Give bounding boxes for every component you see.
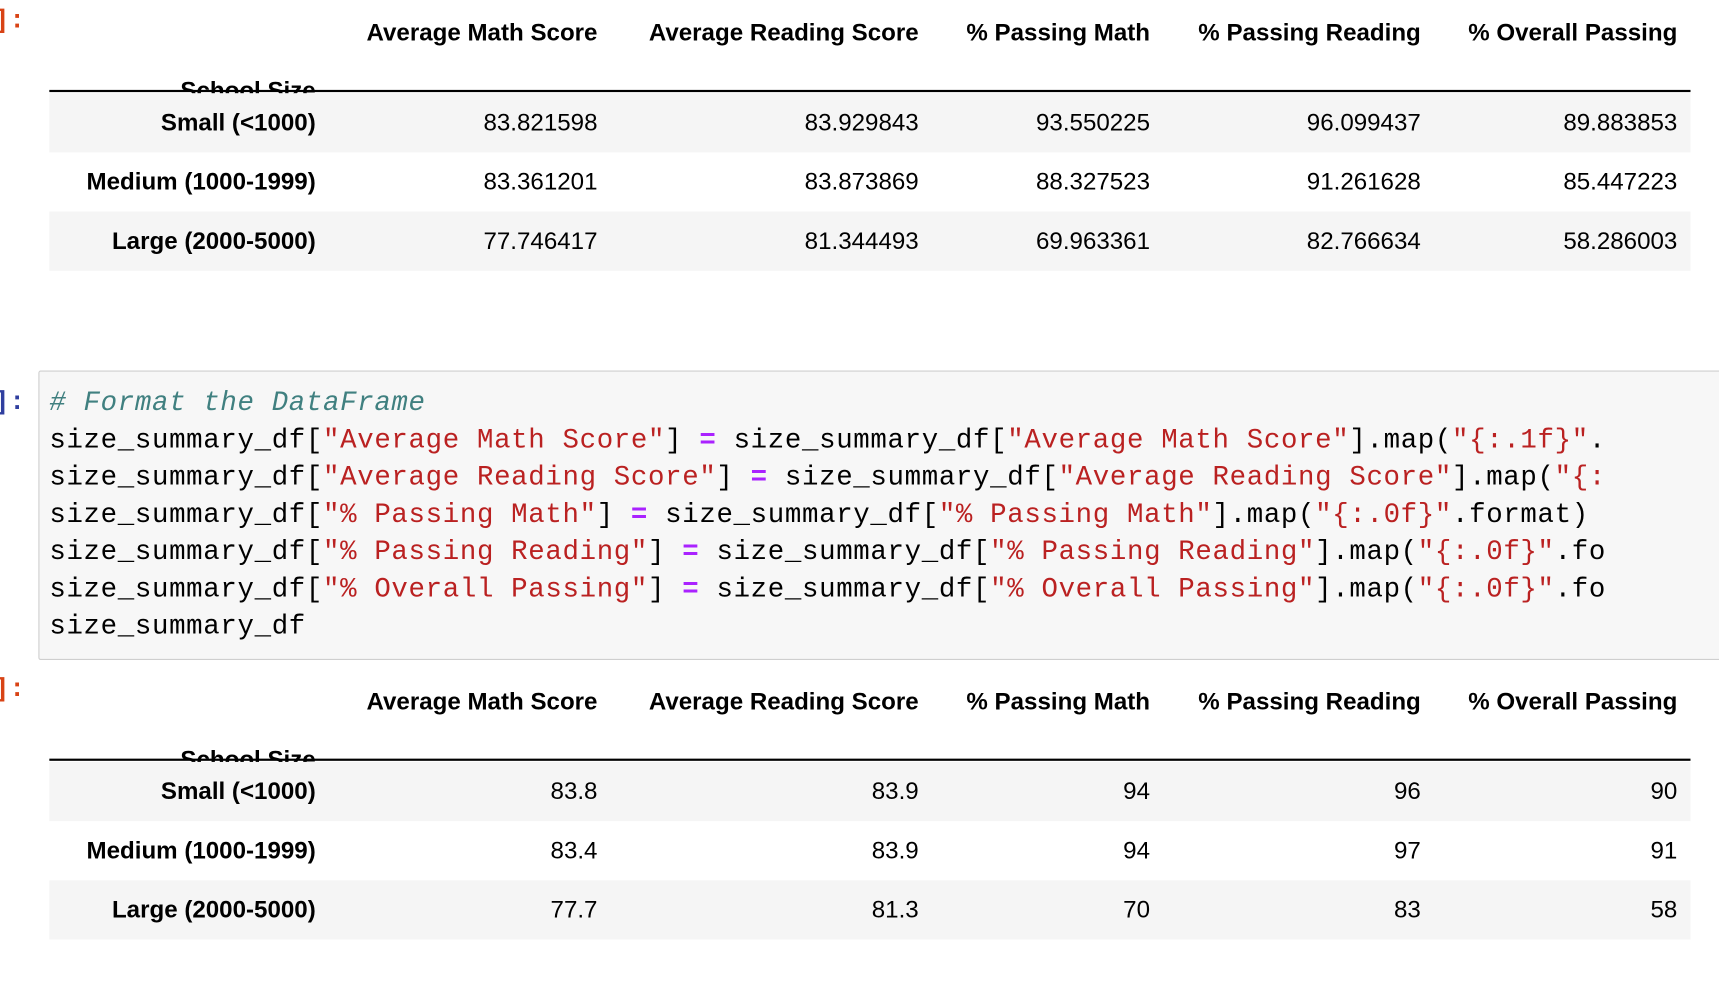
row-label: Medium (1000-1999)	[86, 836, 316, 864]
cell: 89.883853	[1563, 108, 1678, 136]
code-line: size_summary_df["Average Math Score"] = …	[49, 424, 1606, 457]
row-label: Medium (1000-1999)	[86, 167, 316, 196]
cell-prompt: ]:	[0, 6, 26, 37]
column-header: Average Reading Score	[648, 18, 919, 47]
cell: 96.099437	[1306, 108, 1421, 136]
cell: 83	[1393, 895, 1421, 924]
cell: 82.766634	[1306, 226, 1421, 255]
row-label: Small (<1000)	[160, 108, 316, 136]
column-header: % Passing Reading	[1198, 18, 1421, 47]
cell: 83.9	[871, 836, 919, 864]
code-line: size_summary_df["% Passing Math"] = size…	[49, 498, 1589, 531]
cell: 91	[1650, 836, 1678, 864]
column-header: % Passing Reading	[1198, 687, 1421, 715]
code-line: # Format the DataFrame	[49, 386, 426, 419]
row-background	[49, 211, 1691, 271]
column-header: Average Math Score	[366, 18, 598, 47]
column-header: % Passing Math	[966, 18, 1151, 47]
code-line: size_summary_df	[49, 610, 306, 643]
column-header: Average Math Score	[366, 687, 598, 715]
cell: 83.873869	[804, 167, 919, 196]
code-line: size_summary_df["% Passing Reading"] = s…	[49, 536, 1606, 568]
code-line: size_summary_df["Average Reading Score"]…	[49, 461, 1606, 494]
cell: 96	[1393, 777, 1421, 805]
code-line: size_summary_df["% Overall Passing"] = s…	[49, 573, 1606, 606]
cell: 94	[1123, 836, 1151, 864]
cell: 81.3	[871, 895, 919, 924]
cell: 97	[1393, 836, 1421, 864]
code-cell: # Format the DataFrame size_summary_df["A…	[38, 370, 1719, 660]
row-label: Small (<1000)	[160, 777, 316, 805]
row-background	[49, 93, 1691, 153]
cell: 88.327523	[1036, 167, 1151, 196]
cell: 83.4	[550, 836, 598, 864]
column-header: % Overall Passing	[1468, 687, 1678, 715]
row-label: Large (2000-5000)	[111, 895, 316, 924]
row-label: Large (2000-5000)	[111, 226, 316, 255]
cell-prompt: ]:	[0, 675, 26, 705]
cell-prompt: ]:	[0, 388, 26, 418]
cell: 58	[1650, 895, 1678, 924]
cell: 77.7	[550, 895, 598, 924]
cell: 58.286003	[1563, 226, 1678, 255]
cell: 90	[1650, 777, 1678, 805]
cell: 77.746417	[483, 226, 598, 255]
cell: 83.821598	[483, 108, 598, 136]
cell: 83.361201	[483, 167, 598, 196]
cell: 69.963361	[1036, 226, 1151, 255]
column-header: Average Reading Score	[648, 687, 919, 715]
header-rule	[49, 89, 1691, 93]
row-background	[49, 880, 1691, 940]
cell: 70	[1123, 895, 1151, 924]
row-background	[49, 761, 1691, 822]
cell: 94	[1123, 777, 1151, 805]
cell: 85.447223	[1563, 167, 1678, 196]
cell: 83.8	[550, 777, 598, 805]
cell: 83.929843	[804, 108, 919, 136]
cell: 91.261628	[1306, 167, 1421, 196]
column-header: % Overall Passing	[1468, 18, 1678, 47]
header-rule	[49, 758, 1691, 761]
cell: 81.344493	[804, 226, 919, 255]
cell: 93.550225	[1036, 108, 1151, 136]
column-header: % Passing Math	[966, 687, 1151, 715]
cell: 83.9	[871, 777, 919, 805]
